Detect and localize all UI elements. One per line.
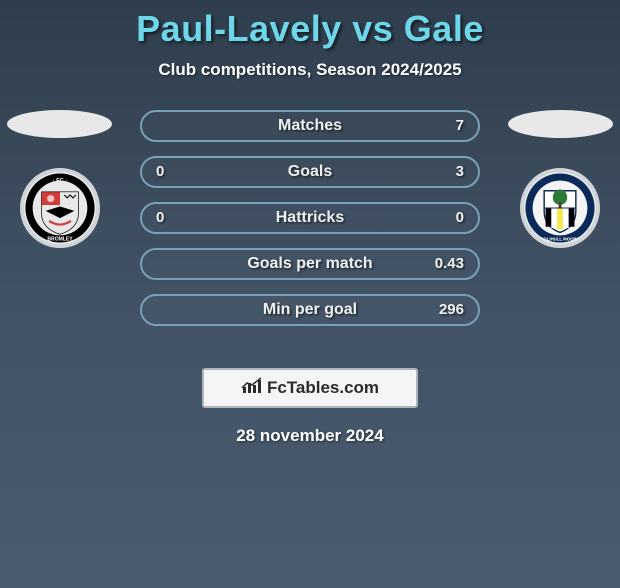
- stat-label: Hattricks: [142, 204, 478, 232]
- svg-text:BROMLEY: BROMLEY: [47, 236, 73, 242]
- club-crest-left: · FC · BROMLEY: [20, 168, 100, 248]
- stat-row-goals-per-match: Goals per match 0.43: [140, 248, 480, 280]
- date-text: 28 november 2024: [0, 426, 620, 446]
- brand-text: FcTables.com: [267, 378, 379, 398]
- stat-row-goals: 0 Goals 3: [140, 156, 480, 188]
- bromley-crest-icon: · FC · BROMLEY: [24, 172, 96, 244]
- brand-badge: FcTables.com: [202, 368, 418, 408]
- svg-text:· FC ·: · FC ·: [53, 178, 68, 184]
- stat-right-value: 0: [456, 204, 464, 232]
- stat-row-hattricks: 0 Hattricks 0: [140, 202, 480, 234]
- comparison-panel: · FC · BROMLEY SOLIHULL MOORS Matches 7 …: [0, 110, 620, 350]
- stat-label: Goals per match: [142, 250, 478, 278]
- stat-label: Matches: [142, 112, 478, 140]
- stat-label: Min per goal: [142, 296, 478, 324]
- stat-right-value: 0.43: [435, 250, 464, 278]
- stat-row-min-per-goal: Min per goal 296: [140, 294, 480, 326]
- stat-right-value: 296: [439, 296, 464, 324]
- bar-chart-icon: [241, 377, 263, 400]
- stat-right-value: 3: [456, 158, 464, 186]
- solihull-crest-icon: SOLIHULL MOORS: [524, 172, 596, 244]
- club-crest-right: SOLIHULL MOORS: [520, 168, 600, 248]
- page-title: Paul-Lavely vs Gale: [0, 8, 620, 50]
- stat-right-value: 7: [456, 112, 464, 140]
- svg-text:SOLIHULL MOORS: SOLIHULL MOORS: [541, 236, 580, 241]
- subtitle: Club competitions, Season 2024/2025: [0, 60, 620, 80]
- stat-row-matches: Matches 7: [140, 110, 480, 142]
- stat-rows: Matches 7 0 Goals 3 0 Hattricks 0 Goals …: [140, 110, 480, 340]
- stat-label: Goals: [142, 158, 478, 186]
- shadow-ellipse-left: [7, 110, 112, 138]
- shadow-ellipse-right: [508, 110, 613, 138]
